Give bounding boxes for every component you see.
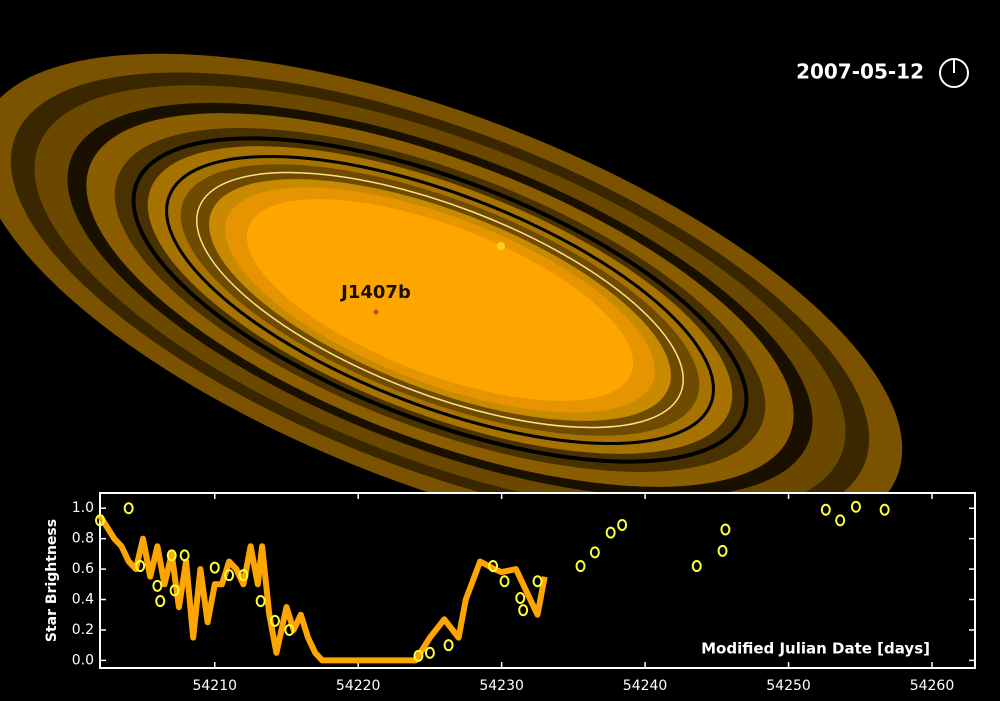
data-point bbox=[224, 569, 235, 582]
data-point bbox=[443, 639, 454, 652]
planet bbox=[373, 309, 379, 315]
data-point bbox=[238, 569, 249, 582]
y-tick-label: 0.2 bbox=[72, 622, 94, 638]
data-point bbox=[589, 546, 600, 559]
y-tick-label: 0.6 bbox=[72, 561, 94, 577]
data-point bbox=[605, 526, 616, 539]
inner-disk bbox=[246, 199, 634, 401]
x-tick-label: 54260 bbox=[910, 678, 955, 694]
planet-label: J1407b bbox=[339, 282, 411, 303]
model-curve bbox=[97, 514, 548, 664]
x-tick-label: 54230 bbox=[479, 678, 524, 694]
y-tick-label: 1.0 bbox=[72, 500, 94, 516]
y-tick-label: 0.0 bbox=[72, 652, 94, 668]
data-point bbox=[155, 595, 166, 608]
data-point bbox=[123, 502, 134, 515]
data-point bbox=[720, 523, 731, 536]
data-point bbox=[575, 560, 586, 573]
data-point bbox=[532, 575, 543, 588]
data-point bbox=[95, 514, 105, 527]
ring-gap bbox=[165, 154, 715, 446]
ring-system bbox=[0, 53, 903, 547]
ring-gap bbox=[131, 136, 749, 464]
data-point bbox=[835, 514, 846, 527]
x-tick-label: 54240 bbox=[623, 678, 668, 694]
data-point bbox=[879, 503, 890, 516]
plot: 0.0 0.2 0.4 0.6 0.8 1.0 54210 54220 54230 54240 54… bbox=[44, 493, 975, 694]
star bbox=[497, 242, 505, 250]
data-point bbox=[152, 579, 163, 592]
data-point bbox=[179, 549, 190, 562]
data-point bbox=[717, 544, 728, 557]
y-tick-label: 0.4 bbox=[72, 592, 94, 608]
y-tick-label: 0.8 bbox=[72, 531, 94, 547]
data-point bbox=[209, 561, 220, 574]
x-tick-label: 54220 bbox=[336, 678, 381, 694]
data-point bbox=[518, 604, 529, 617]
data-point bbox=[255, 595, 266, 608]
data-point bbox=[424, 646, 435, 659]
ring-edge bbox=[196, 171, 684, 429]
data-point bbox=[488, 560, 499, 573]
data-point bbox=[691, 560, 702, 573]
data-point bbox=[515, 592, 526, 604]
data-point bbox=[850, 500, 861, 513]
date-label: 2007-05-12 bbox=[796, 60, 924, 84]
data-point bbox=[617, 518, 628, 531]
data-point bbox=[413, 649, 424, 662]
data-point bbox=[166, 549, 177, 562]
data-point bbox=[284, 623, 295, 636]
x-axis-label: Modified Julian Date [days] bbox=[701, 640, 930, 658]
data-point bbox=[169, 584, 180, 597]
data-point bbox=[820, 503, 831, 516]
data-point bbox=[135, 560, 146, 573]
y-axis-label: Star Brightness bbox=[44, 519, 60, 642]
x-tick-label: 54250 bbox=[766, 678, 811, 694]
data-point bbox=[499, 575, 510, 588]
x-tick-label: 54210 bbox=[192, 678, 237, 694]
data-point bbox=[270, 614, 280, 627]
